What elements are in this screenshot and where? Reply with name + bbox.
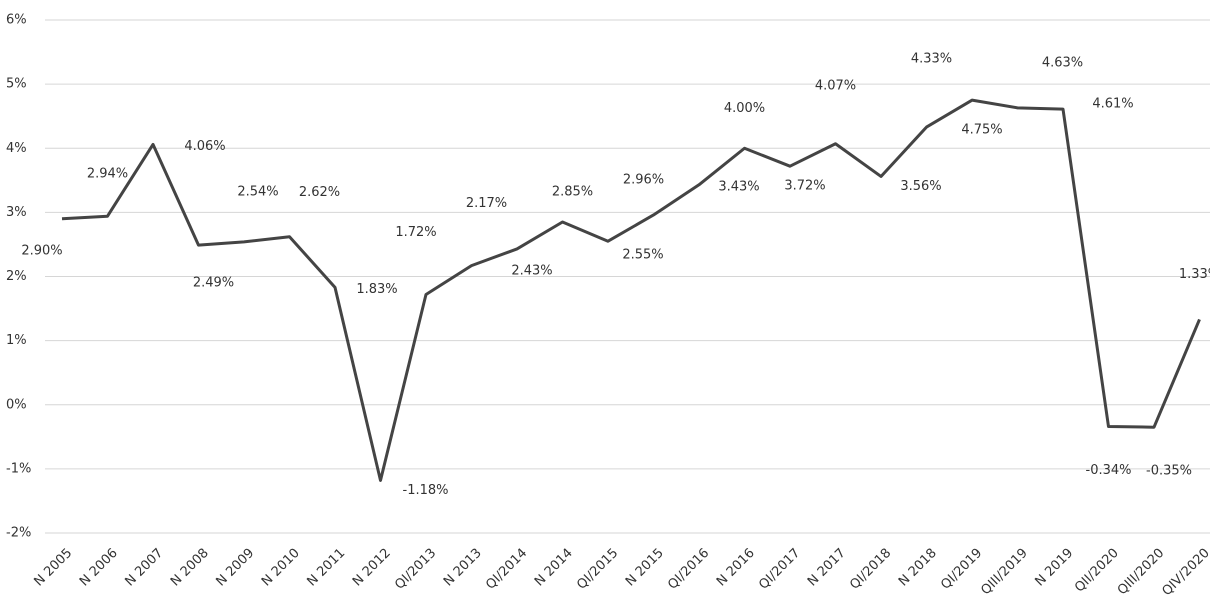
data-label: 4.61%: [1092, 97, 1133, 112]
x-tick-label: QI/2016: [665, 546, 712, 593]
data-label: 4.75%: [961, 123, 1002, 138]
x-tick-label: N 2012: [350, 546, 394, 590]
y-tick-label: 0%: [6, 397, 27, 412]
data-label: 1.33%: [1179, 267, 1210, 282]
y-tick-label: 2%: [6, 269, 27, 284]
data-label: 4.63%: [1042, 55, 1083, 70]
x-tick-label: QI/2015: [574, 546, 621, 593]
x-tick-label: QI/2014: [483, 546, 530, 593]
data-label: 2.54%: [237, 184, 278, 199]
x-tick-label: N 2018: [896, 546, 940, 590]
x-tick-label: QI/2017: [756, 546, 803, 593]
x-tick-label: QIII/2020: [1115, 546, 1167, 598]
y-tick-label: 6%: [6, 13, 27, 28]
data-label: 2.85%: [552, 184, 593, 199]
x-tick-label: N 2005: [31, 546, 75, 590]
x-tick-label: N 2011: [304, 546, 348, 590]
x-tick-label: QIII/2019: [978, 546, 1030, 598]
y-tick-label: 4%: [6, 141, 27, 156]
data-label: 2.17%: [466, 196, 507, 211]
y-tick-label: 3%: [6, 205, 27, 220]
x-tick-label: N 2010: [259, 546, 303, 590]
x-tick-label: N 2009: [213, 546, 257, 590]
x-tick-label: N 2015: [623, 546, 667, 590]
x-tick-label: QIV/2020: [1159, 546, 1210, 599]
data-label: 2.49%: [193, 276, 234, 291]
x-tick-label: QI/2013: [392, 546, 439, 593]
x-tick-label: N 2017: [805, 546, 849, 590]
x-tick-label: QI/2018: [847, 546, 894, 593]
x-tick-label: N 2007: [122, 546, 166, 590]
data-label: 2.62%: [299, 185, 340, 200]
x-tick-label: N 2019: [1032, 546, 1076, 590]
data-label: 2.96%: [623, 172, 664, 187]
data-label: 2.55%: [622, 248, 663, 263]
data-label: 4.07%: [815, 78, 856, 93]
y-tick-label: 5%: [6, 77, 27, 92]
data-label: 4.33%: [911, 52, 952, 67]
data-label: 3.72%: [784, 179, 825, 194]
data-label: -0.34%: [1086, 463, 1132, 478]
x-tick-label: N 2006: [77, 546, 121, 590]
line: [61, 98, 1201, 482]
data-label: 2.94%: [87, 167, 128, 182]
y-tick-label: -2%: [6, 526, 31, 541]
data-label: 1.83%: [356, 282, 397, 297]
x-tick-label: N 2013: [441, 546, 485, 590]
data-label: -0.35%: [1146, 464, 1192, 479]
x-tick-label: N 2008: [168, 546, 212, 590]
data-label: 2.43%: [511, 263, 552, 278]
data-label: 4.06%: [184, 139, 225, 154]
x-tick-label: N 2016: [714, 546, 758, 590]
x-tick-label: QI/2019: [938, 546, 985, 593]
x-tick-label: N 2014: [532, 546, 576, 590]
data-label: 2.90%: [21, 243, 62, 258]
data-label: 4.00%: [724, 101, 765, 116]
data-label: 1.72%: [395, 225, 436, 240]
data-label: 3.43%: [718, 179, 759, 194]
y-tick-label: -1%: [6, 461, 31, 476]
y-tick-label: 1%: [6, 333, 27, 348]
data-label: -1.18%: [403, 483, 449, 498]
data-label: 3.56%: [900, 179, 941, 194]
